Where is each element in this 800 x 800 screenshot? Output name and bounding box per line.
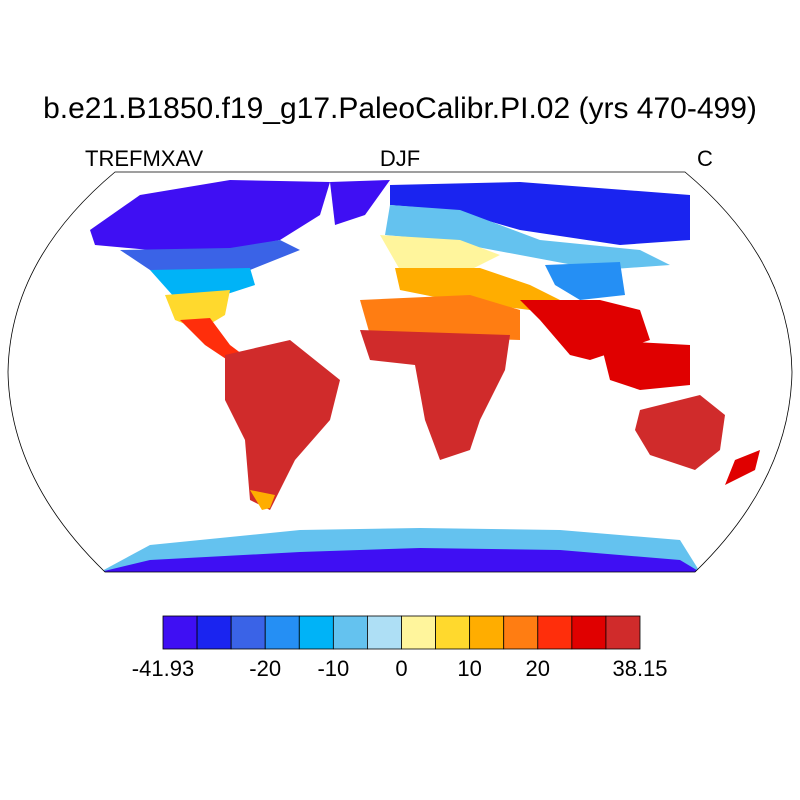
colorbar-swatch (230, 615, 266, 650)
colorbar-tick-label: 20 (525, 656, 551, 681)
colorbar-swatch (332, 615, 368, 650)
colorbar-swatch (503, 615, 539, 650)
colorbar-tick-label: -41.93 (131, 656, 195, 681)
eurasia-cool (385, 205, 670, 270)
africa-north (360, 295, 520, 340)
plot-title: b.e21.B1850.f19_g17.PaleoCalibr.PI.02 (y… (43, 92, 757, 125)
colorbar-swatch (298, 615, 334, 650)
colorbar-swatch (605, 615, 641, 650)
africa (360, 330, 510, 460)
variable-label: TREFMXAV (85, 146, 204, 171)
colorbar-swatch (469, 615, 505, 650)
colorbar-tick-label: 0 (395, 656, 408, 681)
colorbar-swatch (401, 615, 436, 650)
colorbar-swatch (162, 615, 198, 650)
south-america-south (250, 490, 275, 510)
mongolia-cold (545, 262, 625, 300)
colorbar-swatch (537, 615, 573, 650)
antarctica-interior (100, 548, 700, 572)
colorbar-swatch (367, 615, 402, 650)
units-label: C (697, 146, 713, 171)
colorbar-swatch (571, 615, 607, 650)
colorbar-tick-label: 38.15 (612, 656, 668, 681)
north-america-cool (120, 240, 300, 275)
new-zealand (725, 450, 760, 485)
colorbar-tick-label: -20 (249, 656, 282, 681)
greenland (330, 180, 390, 225)
europe-mild (380, 235, 500, 270)
southeast-asia (600, 340, 690, 390)
australia (635, 395, 725, 470)
colorbar-swatch (264, 615, 300, 650)
colorbar-tick-label: -10 (317, 656, 350, 681)
eurasia-north-cold (390, 182, 690, 245)
season-label: DJF (379, 146, 421, 171)
central-america (180, 318, 250, 365)
south-america (225, 340, 340, 510)
colorbar-swatch (435, 615, 471, 650)
mediterranean-warm (395, 268, 560, 310)
globe-outline (7, 171, 793, 573)
colorbar-tick-label: 10 (457, 656, 482, 681)
north-america-cold (90, 180, 330, 250)
colorbar-swatch (196, 615, 232, 650)
